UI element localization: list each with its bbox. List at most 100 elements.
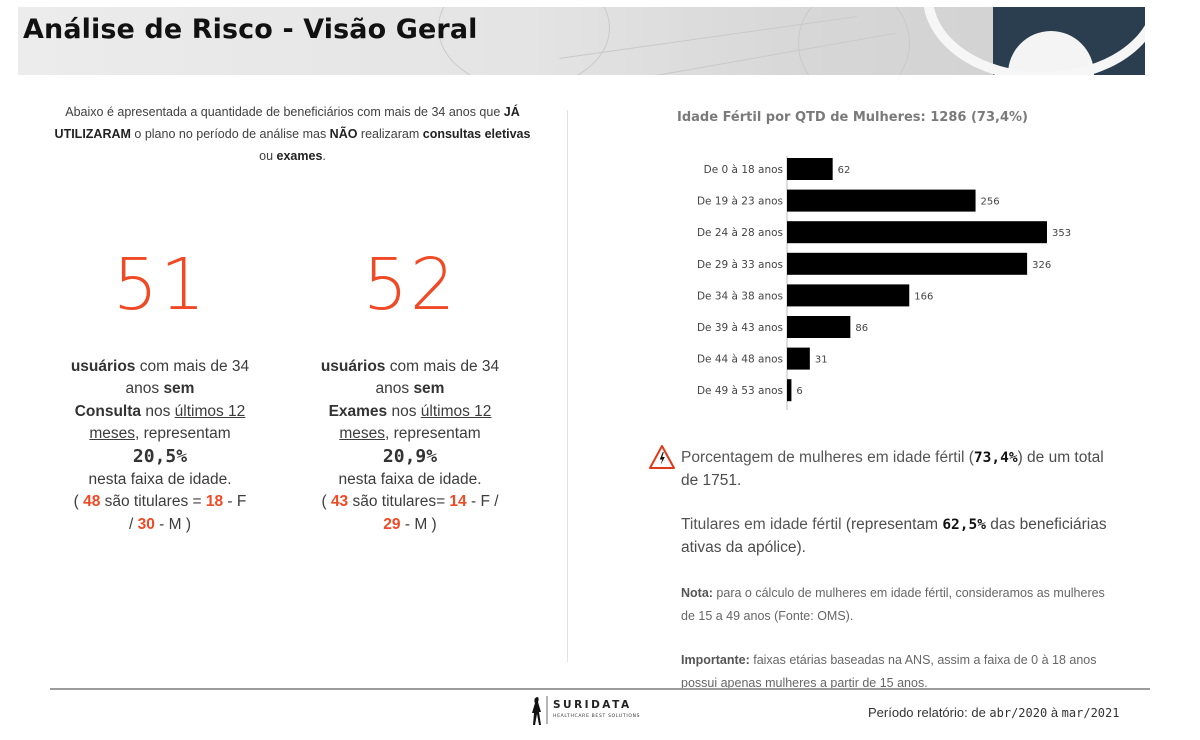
info-text-part: das beneficiárias ativas da apólice). — [681, 516, 1107, 556]
intro-text-part: o plano no período de análise mas — [130, 127, 330, 141]
data-label: 62 — [838, 165, 851, 176]
age-bar-chart: De 0 à 18 anos 62 De 19 à 23 anos 256 De 24 … — [697, 156, 1071, 410]
banner-decor-circle — [798, 7, 910, 75]
stat-text-part: , representam — [135, 425, 231, 443]
intro-text-part: realizaram — [357, 127, 423, 141]
info-text-part: Porcentagem de mulheres em idade fértil … — [681, 449, 974, 466]
stat-titulares-count: 48 — [83, 493, 101, 511]
bar[interactable] — [787, 158, 833, 180]
category-label: De 49 à 53 anos — [697, 385, 783, 397]
stat-text-part: , representam — [385, 425, 481, 443]
warning-triangle-icon — [649, 445, 675, 469]
intro-text-part: ou — [259, 149, 277, 163]
titulares-fertile-text: Titulares em idade fértil (representam 6… — [681, 514, 1126, 559]
category-label: De 34 à 38 anos — [697, 290, 783, 302]
info-text-part: ) de um total de 1751. — [681, 449, 1104, 489]
stat-text-part: nesta faixa de idade. — [88, 471, 232, 489]
stat-female-count: 14 — [449, 493, 467, 511]
stat-text-part: - F / — [128, 493, 247, 533]
bar[interactable] — [787, 284, 910, 307]
data-label: 31 — [815, 355, 828, 366]
data-label: 256 — [981, 197, 1000, 208]
stat-text-part: nesta faixa de idade. — [338, 471, 482, 489]
header-banner — [18, 7, 1145, 75]
data-label: 166 — [914, 291, 933, 302]
intro-text-part: Abaixo é apresentada a quantidade de ben… — [65, 105, 504, 119]
logo-tagline: HEALTHCARE BEST SOLUTIONS — [553, 714, 641, 719]
stat-period: últimos 12 meses — [89, 402, 246, 443]
important-text: Importante: faixas etárias baseadas na A… — [681, 649, 1121, 694]
bar[interactable] — [787, 347, 810, 370]
category-label: De 19 à 23 anos — [697, 196, 783, 208]
intro-text-part: . — [322, 149, 326, 163]
category-label: De 0 à 18 anos — [704, 164, 783, 176]
stat-type: Exames — [328, 402, 388, 420]
data-label: 353 — [1052, 228, 1071, 239]
stat-text-part: ( — [321, 493, 331, 511]
stat-type: Consulta — [74, 402, 142, 420]
stat-sem: sem — [413, 380, 445, 398]
stat-percent: 20,9% — [382, 445, 438, 467]
stat-text-part: são titulares= — [348, 493, 450, 511]
fertile-percentage-value: 73,4% — [973, 450, 1018, 466]
intro-bold-exames: exames — [276, 149, 323, 163]
bar[interactable] — [787, 316, 851, 338]
stat-text-part: são titulares = — [100, 493, 206, 511]
bar[interactable] — [787, 252, 1028, 275]
note-text: Nota: para o cálculo de mulheres em idad… — [681, 582, 1121, 627]
logo-wordmark: SURIDATA — [553, 699, 632, 711]
suridata-logo-icon — [532, 696, 548, 725]
stat-text-part: - F / — [466, 493, 499, 511]
stat-male-count: 30 — [137, 515, 155, 533]
stat-exames: 52 usuários com mais de 34 anos sem Exam… — [320, 240, 500, 536]
stat-description: usuários com mais de 34 anos sem Consult… — [70, 356, 250, 536]
chart-title: Idade Fértil por QTD de Mulheres: 1286 (… — [677, 110, 1028, 125]
stat-percent: 20,5% — [132, 445, 188, 467]
category-label: De 24 à 28 anos — [697, 227, 783, 239]
stat-description: usuários com mais de 34 anos sem Exames … — [320, 356, 500, 536]
intro-text: Abaixo é apresentada a quantidade de ben… — [50, 101, 535, 167]
titulares-percentage-value: 62,5% — [942, 517, 986, 533]
stat-users-label: usuários — [70, 358, 136, 375]
stat-text-part: nos — [387, 402, 421, 420]
stat-text-part: - M ) — [154, 515, 192, 533]
stat-text-part: com mais de 34 anos — [375, 358, 500, 398]
category-label: De 29 à 33 anos — [697, 259, 783, 271]
stat-text-part: - M ) — [400, 515, 437, 533]
stat-text-part: ( — [73, 493, 84, 511]
stat-female-count: 18 — [205, 493, 224, 511]
note-label: Nota: — [681, 586, 713, 600]
period-from: abr/2020 — [989, 706, 1048, 720]
stat-text-part: com mais de 34 anos — [125, 358, 250, 398]
intro-bold-consultas: consultas eletivas — [422, 127, 531, 141]
footer-divider — [50, 688, 1150, 690]
stat-male-count: 29 — [383, 515, 401, 533]
period-to: mar/2021 — [1061, 706, 1120, 720]
stethoscope-ring — [923, 7, 1145, 75]
intro-bold-ja-utilizaram: JÁ UTILIZARAM — [54, 105, 520, 141]
category-label: De 44 à 48 anos — [697, 354, 783, 366]
bar[interactable] — [787, 379, 792, 402]
data-label: 86 — [855, 323, 868, 334]
stat-consultas: 51 usuários com mais de 34 anos sem Cons… — [70, 240, 250, 536]
intro-bold-nao: NÃO — [329, 127, 358, 141]
important-body: faixas etárias baseadas na ANS, assim a … — [681, 653, 1097, 690]
stat-titulares-count: 43 — [330, 493, 349, 511]
data-label: 326 — [1032, 260, 1051, 271]
info-text-part: Titulares em idade fértil — [681, 516, 842, 533]
data-label: 6 — [796, 386, 802, 397]
stat-period: últimos 12 meses — [339, 402, 492, 443]
stat-users-label: usuários — [320, 358, 386, 375]
category-label: De 39 à 43 anos — [697, 322, 783, 334]
bar[interactable] — [787, 221, 1047, 244]
important-label: Importante: — [681, 653, 750, 667]
stat-sem: sem — [163, 380, 195, 398]
stat-text-part: nos — [141, 402, 175, 420]
period-separator: à — [1047, 705, 1062, 720]
stat-number: 52 — [362, 243, 458, 326]
page-title: Análise de Risco - Visão Geral — [23, 14, 478, 45]
period-label: Período relatório: de — [868, 705, 990, 720]
bar[interactable] — [787, 189, 976, 212]
vertical-divider — [567, 110, 568, 662]
note-body: para o cálculo de mulheres em idade fért… — [681, 586, 1105, 623]
